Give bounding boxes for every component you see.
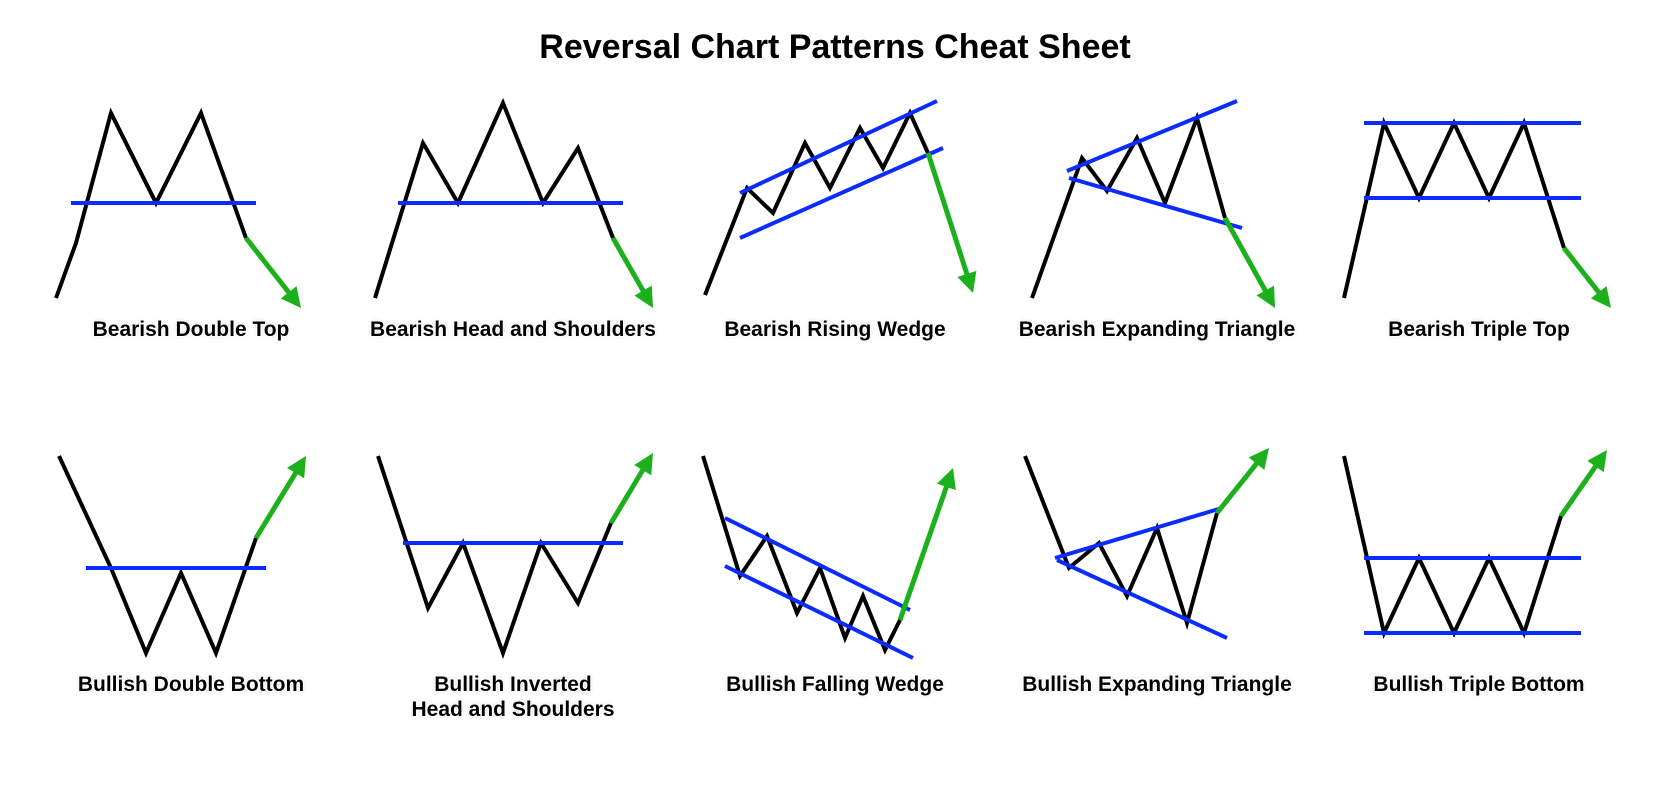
pattern-figure bbox=[685, 438, 985, 668]
pattern-cell-bearish-triple-top: Bearish Triple Top bbox=[1323, 83, 1635, 408]
pattern-cell-bullish-triple-bottom: Bullish Triple Bottom bbox=[1323, 438, 1635, 763]
page-title: Reversal Chart Patterns Cheat Sheet bbox=[0, 0, 1670, 67]
pattern-figure bbox=[1007, 438, 1307, 668]
pattern-label: Bearish Triple Top bbox=[1388, 317, 1570, 342]
pattern-cell-bullish-expanding-triangle: Bullish Expanding Triangle bbox=[1001, 438, 1313, 763]
pattern-label: Bullish Falling Wedge bbox=[726, 672, 944, 697]
pattern-label: Bearish Double Top bbox=[93, 317, 290, 342]
pattern-figure bbox=[41, 438, 341, 668]
pattern-cell-bearish-expanding-triangle: Bearish Expanding Triangle bbox=[1001, 83, 1313, 408]
pattern-figure bbox=[1007, 83, 1307, 313]
pattern-grid: Bearish Double Top Bearish Head and Shoul… bbox=[35, 83, 1635, 763]
pattern-cell-bullish-falling-wedge: Bullish Falling Wedge bbox=[679, 438, 991, 763]
pattern-cell-bearish-rising-wedge: Bearish Rising Wedge bbox=[679, 83, 991, 408]
pattern-figure bbox=[41, 83, 341, 313]
pattern-label: Bearish Expanding Triangle bbox=[1019, 317, 1296, 342]
pattern-cell-bullish-double-bottom: Bullish Double Bottom bbox=[35, 438, 347, 763]
pattern-figure bbox=[685, 83, 985, 313]
pattern-figure bbox=[1329, 83, 1629, 313]
pattern-label: Bearish Head and Shoulders bbox=[370, 317, 656, 342]
pattern-label: Bullish Expanding Triangle bbox=[1022, 672, 1292, 697]
pattern-cell-bullish-inverted-head-and-shoulders: Bullish InvertedHead and Shoulders bbox=[357, 438, 669, 763]
pattern-label: Bullish Triple Bottom bbox=[1373, 672, 1584, 697]
pattern-figure bbox=[363, 438, 663, 668]
pattern-label: Bullish Double Bottom bbox=[78, 672, 304, 697]
pattern-label: Bullish InvertedHead and Shoulders bbox=[411, 672, 614, 722]
pattern-cell-bearish-double-top: Bearish Double Top bbox=[35, 83, 347, 408]
pattern-figure bbox=[363, 83, 663, 313]
pattern-label: Bearish Rising Wedge bbox=[724, 317, 945, 342]
pattern-figure bbox=[1329, 438, 1629, 668]
pattern-cell-bearish-head-and-shoulders: Bearish Head and Shoulders bbox=[357, 83, 669, 408]
cheat-sheet-page: Reversal Chart Patterns Cheat Sheet Bear… bbox=[0, 0, 1670, 800]
